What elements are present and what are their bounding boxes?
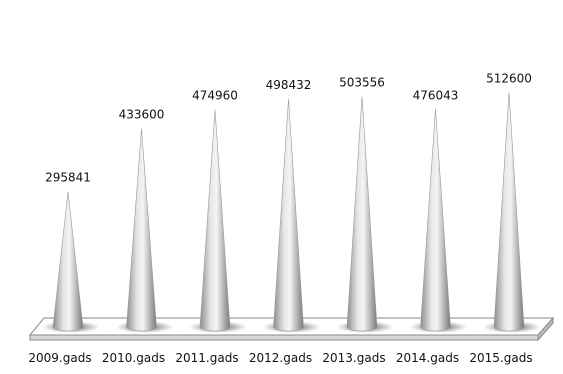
value-labels-layer: 295841 433600 474960 498432 503556 476043 5126… <box>45 72 532 185</box>
cone-bar <box>126 128 157 332</box>
category-label: 2013.gads <box>322 351 385 365</box>
category-label: 2015.gads <box>469 351 532 365</box>
value-label: 498432 <box>266 78 312 92</box>
value-label: 433600 <box>119 108 165 122</box>
cone-bar <box>420 109 451 332</box>
value-label: 512600 <box>486 72 532 86</box>
category-label: 2012.gads <box>249 351 312 365</box>
cone-bar <box>493 92 525 332</box>
value-label: 295841 <box>45 171 91 185</box>
value-label: 474960 <box>192 89 238 103</box>
category-label: 2011.gads <box>175 351 238 365</box>
category-label: 2009.gads <box>28 351 91 365</box>
category-labels-layer: 2009.gads 2010.gads 2011.gads 2012.gads 2013… <box>28 351 532 365</box>
cone-bar <box>52 191 84 332</box>
cone-bar <box>273 98 304 332</box>
chart-floor-front <box>29 334 539 341</box>
value-label: 503556 <box>339 76 385 90</box>
chart-floor-side <box>537 316 554 342</box>
category-label: 2010.gads <box>102 351 165 365</box>
category-label: 2014.gads <box>396 351 459 365</box>
cone-bar <box>199 109 231 332</box>
cones-layer <box>42 92 541 333</box>
value-label: 476043 <box>413 88 459 102</box>
cone-bar <box>346 96 378 332</box>
